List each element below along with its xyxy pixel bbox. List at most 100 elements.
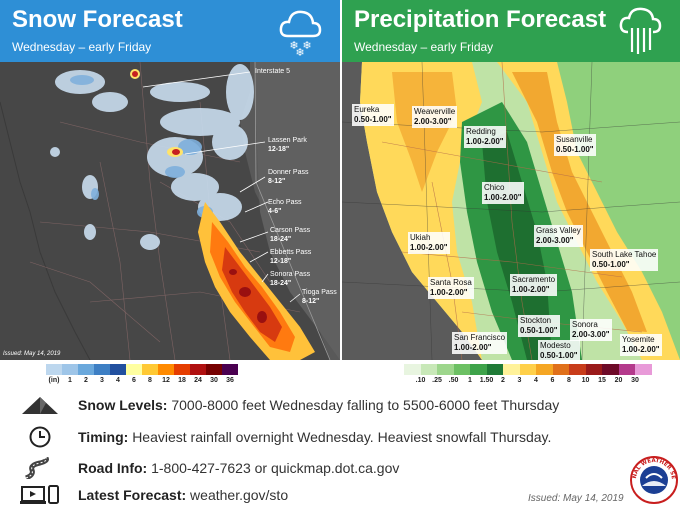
legend-tick: 6 [550, 377, 555, 384]
legend-swatch [190, 364, 206, 375]
loc-susanville: Susanville 0.50-1.00" [554, 134, 596, 156]
label-ebbetts-pass: Ebbetts Pass 12-18" [270, 249, 312, 265]
road-info-label: Road Info: [78, 460, 148, 476]
legend-tick: 2 [501, 377, 505, 384]
snow-header: Snow Forecast Wednesday – early Friday ❄… [0, 0, 340, 62]
loc-modesto: Modesto 0.50-1.00" [538, 340, 580, 360]
precip-legend-swatches [404, 364, 652, 375]
loc-weaverville: Weaverville 2.00-3.00" [412, 106, 458, 128]
label-carson-pass: Carson Pass 18-24" [270, 227, 311, 243]
snow-cloud-icon: ❄ ❄❄ [279, 10, 322, 56]
legend-tick: 3 [517, 377, 522, 384]
legend-swatch [206, 364, 222, 375]
label-tioga-pass: Tioga Pass 8-12" [302, 289, 337, 305]
road-icon [25, 457, 49, 479]
legend-tick: 3 [100, 377, 104, 384]
legend-swatch [536, 364, 553, 375]
legend-swatch [420, 364, 437, 375]
precipitation-map: Eureka 0.50-1.00" Weaverville 2.00-3.00" R… [342, 62, 680, 360]
legend-tick: 4 [534, 377, 538, 384]
loc-eureka: Eureka 0.50-1.00" [352, 104, 394, 126]
latest-forecast-label: Latest Forecast: [78, 487, 187, 503]
legend-swatch [126, 364, 142, 375]
precipitation-forecast-panel: Precipitation Forecast Wednesday – early… [342, 0, 680, 360]
legend-swatch [503, 364, 520, 375]
road-info-text[interactable]: 1-800-427-7623 or quickmap.dot.ca.gov [151, 460, 400, 476]
legend-swatch [110, 364, 126, 375]
legend-swatch [158, 364, 174, 375]
legend-swatch [46, 364, 62, 375]
legend-swatch [585, 364, 602, 375]
devices-icon [20, 485, 59, 504]
legend-swatch [453, 364, 470, 375]
legend-swatch [174, 364, 190, 375]
legend-tick: 1.50 [479, 377, 494, 384]
loc-sonora: Sonora 2.00-3.00" [570, 319, 612, 341]
legend-tick: 6 [132, 377, 136, 384]
clock-icon [29, 426, 51, 448]
legend-unit: (in) [48, 377, 60, 384]
loc-ukiah: Ukiah 1.00-2.00" [408, 232, 450, 254]
legend-tick: .25 [432, 377, 442, 384]
svg-text:❄: ❄ [289, 39, 298, 52]
timing-label: Timing: [78, 429, 129, 445]
svg-text:❄: ❄ [295, 46, 304, 56]
label-donner-pass: Donner Pass 8-12" [268, 169, 309, 185]
label-lassen-park: Lassen Park 12-18" [268, 137, 307, 153]
precip-title: Precipitation Forecast [354, 6, 607, 33]
legend-swatch [569, 364, 586, 375]
snow-legend-ticks: (in) 1 2 3 4 6 8 12 18 24 30 36 [46, 377, 238, 389]
loc-yosemite: Yosemite 1.00-2.00" [620, 334, 662, 356]
snow-issued-date: Issued: May 14, 2019 [3, 351, 61, 357]
precip-header: Precipitation Forecast Wednesday – early… [342, 0, 680, 62]
legend-tick: 10 [581, 377, 590, 384]
precip-subtitle: Wednesday – early Friday [354, 40, 494, 54]
legend-tick: 8 [567, 377, 571, 384]
legend-swatch [404, 364, 421, 375]
loc-south-lake-tahoe: South Lake Tahoe 0.50-1.00" [590, 249, 659, 271]
snow-forecast-panel: Snow Forecast Wednesday – early Friday ❄… [0, 0, 340, 360]
legend-tick: 2 [84, 377, 88, 384]
loc-chico: Chico 1.00-2.00" [482, 182, 524, 204]
loc-santa-rosa: Santa Rosa 1.00-2.00" [428, 277, 474, 299]
legend-swatch [142, 364, 158, 375]
latest-forecast-link[interactable]: weather.gov/sto [190, 487, 289, 503]
legend-tick: 8 [148, 377, 152, 384]
legend-swatch [62, 364, 78, 375]
legend-tick: 15 [598, 377, 606, 384]
loc-san-francisco: San Francisco 1.00-2.00" [452, 332, 508, 354]
rain-cloud-icon [619, 7, 662, 54]
legend-swatch [437, 364, 454, 375]
info-road: Road Info: 1-800-427-7623 or quickmap.do… [20, 457, 399, 479]
loc-sacramento: Sacramento 1.00-2.00" [510, 274, 558, 296]
snow-levels-label: Snow Levels: [78, 397, 168, 413]
label-echo-pass: Echo Pass 4-6" [268, 199, 302, 215]
snow-legend-swatches [46, 364, 238, 375]
legend-swatch [602, 364, 619, 375]
legend-swatch [618, 364, 635, 375]
legend-tick: 24 [194, 377, 202, 384]
legend-swatch [78, 364, 94, 375]
snow-subtitle: Wednesday – early Friday [12, 40, 152, 54]
info-timing: Timing: Heaviest rainfall overnight Wedn… [20, 426, 551, 448]
legend-tick: 20 [614, 377, 623, 384]
mountain-icon [22, 397, 58, 414]
snow-legend: (in) 1 2 3 4 6 8 12 18 24 30 36 [46, 364, 238, 389]
info-snow-levels: Snow Levels: 7000-8000 feet Wednesday fa… [20, 394, 559, 416]
loc-stockton: Stockton 0.50-1.00" [518, 315, 560, 337]
legend-swatch [519, 364, 536, 375]
legend-swatch [552, 364, 569, 375]
legend-tick: 12 [162, 377, 170, 384]
label-sonora-pass: Sonora Pass 18-24" [270, 271, 311, 287]
legend-tick: 30 [210, 377, 218, 384]
legend-tick: 18 [178, 377, 186, 384]
label-interstate-5: Interstate 5 [255, 68, 291, 75]
legend-tick: 1 [68, 377, 72, 384]
loc-grass-valley: Grass Valley 2.00-3.00" [534, 225, 583, 247]
legend-tick: 36 [226, 377, 234, 384]
legend-swatch [94, 364, 110, 375]
legend-swatch [222, 364, 238, 375]
snow-map: Interstate 5 Lassen Park 12-18" Donner Pa… [0, 62, 340, 360]
legend-swatch [486, 364, 503, 375]
precip-legend: .10 .25 .50 1 1.50 2 3 4 6 8 10 15 20 30 [404, 364, 652, 389]
